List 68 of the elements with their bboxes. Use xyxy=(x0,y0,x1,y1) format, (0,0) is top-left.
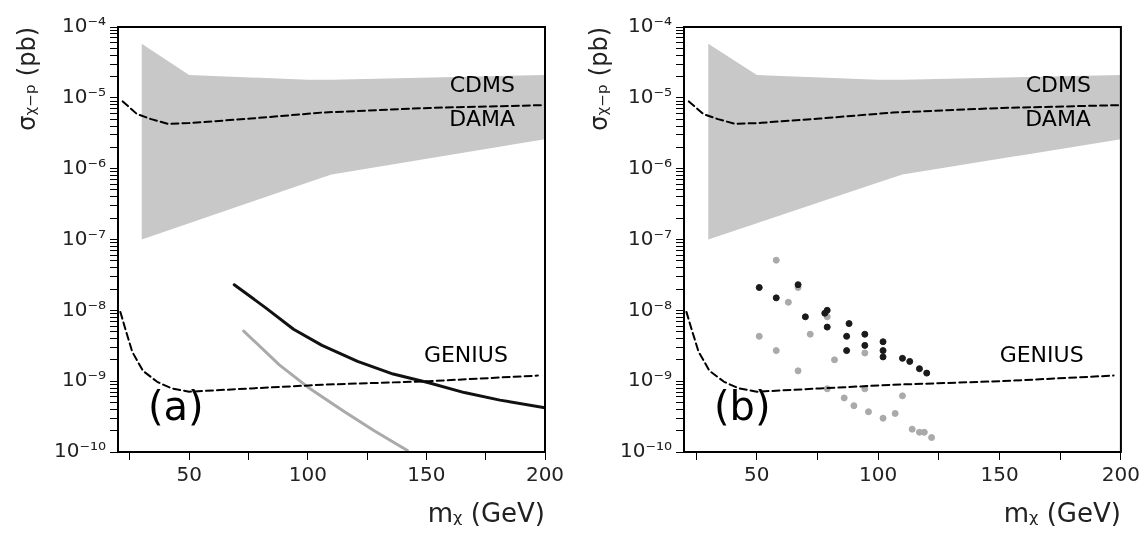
point xyxy=(928,434,936,442)
y-tick-label: 10⁻⁶ xyxy=(61,154,106,179)
y-tick-label: 10⁻⁶ xyxy=(627,154,672,179)
point xyxy=(845,320,853,328)
point xyxy=(861,341,869,349)
point xyxy=(843,332,851,340)
y-tick-label: 10⁻⁵ xyxy=(61,84,106,109)
point xyxy=(801,313,809,321)
point xyxy=(755,332,763,340)
point xyxy=(794,367,802,375)
point xyxy=(898,354,906,362)
point xyxy=(806,330,814,338)
series-label: GENIUS xyxy=(999,342,1084,368)
x-tick-label: 100 xyxy=(859,462,898,487)
x-tick-label: 100 xyxy=(288,462,327,487)
y-tick-label: 10⁻⁷ xyxy=(627,225,672,250)
x-tick-label: 50 xyxy=(176,462,202,487)
point xyxy=(898,392,906,400)
point xyxy=(923,369,931,377)
series-label: GENIUS xyxy=(423,342,508,368)
y-tick-label: 10⁻⁹ xyxy=(61,367,106,392)
y-tick-label: 10⁻⁵ xyxy=(627,84,672,109)
x-axis-title: mᵪ (GeV) xyxy=(1003,498,1121,529)
x-tick-label: 150 xyxy=(980,462,1019,487)
point xyxy=(843,347,851,355)
point xyxy=(915,428,923,436)
point xyxy=(861,349,869,357)
point xyxy=(772,256,780,264)
y-tick-label: 10⁻⁷ xyxy=(61,225,106,250)
y-tick-label: 10⁻¹⁰ xyxy=(619,438,672,463)
y-tick-label: 10⁻⁴ xyxy=(627,13,672,38)
y-tick-label: 10⁻⁴ xyxy=(61,13,106,38)
point xyxy=(915,365,923,373)
point xyxy=(840,394,848,402)
x-tick-label: 50 xyxy=(744,462,770,487)
point xyxy=(879,414,887,422)
series-label: CDMS xyxy=(449,71,515,97)
point xyxy=(864,408,872,416)
annotation: DAMA xyxy=(1025,105,1091,131)
annotation: (b) xyxy=(714,383,771,430)
point xyxy=(879,347,887,355)
point xyxy=(906,357,914,365)
x-tick-label: 150 xyxy=(407,462,446,487)
y-axis-title: σᵪ₋ₚ (pb) xyxy=(12,27,41,131)
y-tick-label: 10⁻⁹ xyxy=(627,367,672,392)
point xyxy=(850,402,858,410)
point xyxy=(823,323,831,331)
y-tick-label: 10⁻¹⁰ xyxy=(53,438,106,463)
point xyxy=(772,294,780,302)
y-tick-label: 10⁻⁸ xyxy=(61,296,106,321)
series-label: CDMS xyxy=(1025,71,1091,97)
x-tick-label: 200 xyxy=(1101,462,1141,487)
point xyxy=(891,409,899,417)
annotation: (a) xyxy=(148,383,204,430)
point xyxy=(755,284,763,292)
point xyxy=(830,356,838,364)
point xyxy=(861,330,869,338)
point xyxy=(879,338,887,346)
x-axis-title: mᵪ (GeV) xyxy=(427,498,545,529)
point xyxy=(772,347,780,355)
point xyxy=(908,425,916,433)
x-tick-label: 200 xyxy=(525,462,565,487)
y-tick-label: 10⁻⁸ xyxy=(627,296,672,321)
annotation: DAMA xyxy=(449,105,515,131)
line-series xyxy=(121,100,545,125)
point xyxy=(784,298,792,306)
y-axis-title: σᵪ₋ₚ (pb) xyxy=(584,27,613,131)
point xyxy=(879,353,887,361)
